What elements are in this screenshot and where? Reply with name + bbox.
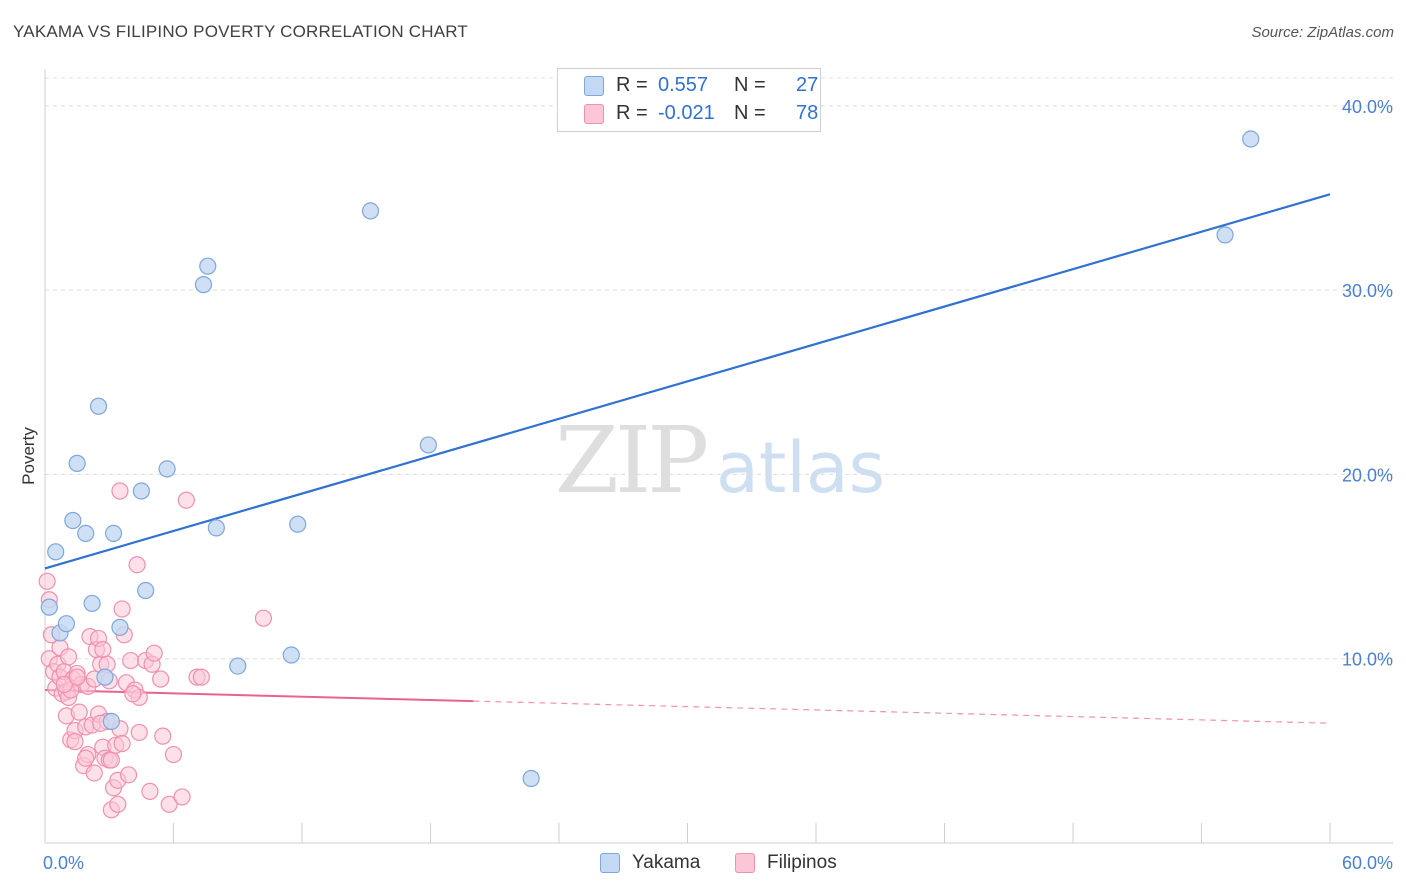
data-point-filipinos [102,751,120,769]
legend-r-value: -0.021 [658,102,715,124]
data-point-yakama [132,482,150,500]
x-tick-label: 60.0% [1342,853,1393,873]
data-point-filipinos [128,556,146,574]
data-point-filipinos [141,782,159,801]
data-point-yakama [229,657,247,675]
bottom-legend-label-yakama: Yakama [632,852,701,873]
tick-labels: 10.0% 20.0% 30.0% 40.0% 0.0% 60.0% [43,97,1393,873]
chart-title: YAKAMA VS FILIPINO POVERTY CORRELATION C… [13,22,469,41]
data-point-yakama [289,515,307,533]
source-label: Source: ZipAtlas.com [1251,24,1394,41]
legend: R = 0.557 N = 27 R = -0.021 N = 78 [557,68,821,132]
trend-line-yakama [44,193,1331,570]
data-point-filipinos [119,766,138,784]
axes [44,69,1393,844]
legend-n-value: 78 [796,102,819,124]
legend-r-value: 0.557 [658,74,709,96]
legend-swatch-filipinos [584,104,604,124]
data-point-yakama [104,524,123,543]
data-point-filipinos [164,745,183,764]
legend-n-label: N = [734,102,766,124]
trend-line-filipinos-extrapolated [473,700,1331,724]
y-axis-label: Poverty [19,427,38,485]
data-point-filipinos [77,749,95,767]
data-point-yakama [83,594,101,613]
trend-line-filipinos [44,689,474,703]
data-point-filipinos [66,733,84,751]
data-point-filipinos [113,734,131,753]
data-point-filipinos [113,600,131,618]
data-point-filipinos [111,482,129,500]
data-point-filipinos [154,727,172,745]
data-point-filipinos [68,668,86,686]
trend-lines [44,193,1331,724]
data-point-filipinos [124,685,142,703]
data-point-yakama [361,202,380,220]
y-tick-label: 40.0% [1342,97,1393,117]
data-point-filipinos [122,651,140,670]
data-point-yakama [199,257,217,275]
legend-n-value: 27 [796,74,819,96]
data-point-filipinos [70,703,88,721]
watermark-zip: ZIP [555,407,706,514]
data-point-yakama [47,543,65,561]
data-point-filipinos [160,795,178,813]
data-point-yakama [111,618,129,636]
data-point-yakama [1216,226,1234,244]
data-point-yakama [89,397,108,415]
data-point-filipinos [59,648,78,666]
data-point-yakama [40,598,58,616]
data-point-yakama [96,668,114,686]
data-point-filipinos [55,675,73,694]
data-point-filipinos [192,668,210,686]
data-point-filipinos [94,640,112,659]
legend-swatch-yakama [584,76,604,96]
watermark: ZIP atlas [555,407,885,514]
y-tick-label: 10.0% [1342,650,1393,670]
data-point-filipinos [173,788,191,806]
y-tick-label: 20.0% [1342,465,1393,485]
grid-lines [45,77,1393,660]
legend-r-label: R = [616,74,648,96]
data-point-yakama [1242,130,1260,148]
bottom-legend-swatch-filipinos [735,853,755,873]
y-tick-label: 30.0% [1342,281,1393,301]
data-point-filipinos [85,764,103,782]
data-point-yakama [77,524,95,543]
bottom-legend-swatch-yakama [600,853,620,873]
data-point-filipinos [38,572,56,590]
data-point-yakama [137,581,155,600]
legend-n-label: N = [734,74,766,96]
watermark-atlas: atlas [716,427,885,509]
data-point-yakama [194,276,213,294]
x-tick-label: 0.0% [43,853,84,873]
data-point-yakama [57,615,76,633]
data-point-yakama [102,712,120,730]
data-point-yakama [419,436,437,454]
data-point-yakama [207,519,225,537]
data-point-yakama [282,646,300,664]
data-point-filipinos [109,795,127,813]
data-points [38,130,1260,819]
legend-r-label: R = [616,102,648,124]
data-point-yakama [68,454,86,472]
data-point-filipinos [145,644,163,662]
data-point-yakama [64,511,82,530]
data-point-filipinos [130,723,148,742]
data-point-filipinos [152,670,170,688]
data-point-yakama [522,769,540,788]
bottom-legend-label-filipinos: Filipinos [767,852,837,873]
data-point-filipinos [177,491,195,509]
data-point-yakama [158,460,176,478]
data-point-filipinos [254,609,273,627]
